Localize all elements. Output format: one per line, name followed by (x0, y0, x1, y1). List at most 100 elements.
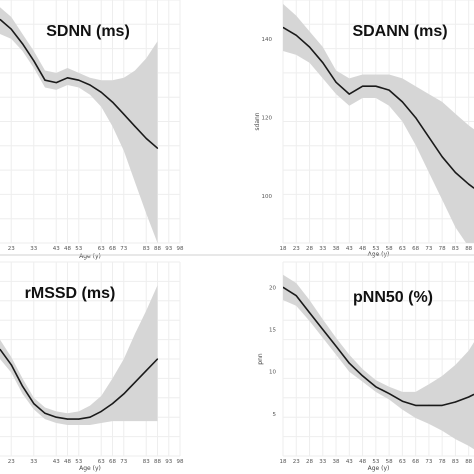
x-tick-label: 63 (98, 246, 105, 252)
x-tick-label: 78 (439, 246, 446, 252)
data-point (468, 396, 470, 398)
data-point (415, 404, 417, 406)
chart-title: pNN50 (%) (353, 289, 433, 306)
confidence-band (0, 285, 158, 425)
data-point (308, 312, 311, 314)
x-tick-label: 48 (64, 246, 71, 252)
data-point (78, 418, 80, 420)
x-axis-label: Age (y) (368, 465, 390, 472)
data-point (454, 171, 457, 174)
x-axis-label: Age (y) (79, 253, 101, 260)
data-point (123, 113, 125, 115)
x-tick-label: 93 (165, 459, 172, 465)
x-tick-label: 83 (143, 459, 150, 465)
y-axis-label: pnn (257, 353, 264, 365)
x-tick-label: 43 (346, 459, 353, 465)
data-point (401, 400, 403, 402)
x-tick-label: 53 (75, 246, 82, 252)
x-tick-label: 88 (154, 459, 161, 465)
data-point (10, 28, 12, 30)
x-tick-label: 48 (359, 246, 366, 252)
x-tick-label: 23 (293, 246, 300, 252)
panel-sdnn: 23 33 43 48 53 63 68 73 83 88 93 98 Age (y) SDNN (ms) (0, 0, 184, 260)
chart-title: rMSSD (ms) (25, 285, 116, 302)
x-tick-label: 98 (177, 246, 184, 252)
data-point (10, 364, 12, 366)
x-tick-label: 38 (333, 246, 340, 252)
data-point (33, 60, 35, 62)
y-tick-label: 140 (262, 37, 273, 43)
x-tick-label: 23 (293, 459, 300, 465)
x-tick-label: 43 (53, 246, 60, 252)
x-tick-label: 28 (306, 459, 313, 465)
data-point (361, 85, 364, 87)
x-tick-label: 53 (75, 459, 82, 465)
x-tick-label: 43 (53, 459, 60, 465)
data-point (100, 91, 102, 93)
x-tick-label: 58 (386, 246, 393, 252)
data-point (295, 295, 297, 297)
gridlines (0, 0, 181, 244)
data-point (283, 286, 284, 288)
x-tick-label: 88 (154, 246, 161, 252)
x-tick-label: 18 (280, 246, 287, 252)
data-point (348, 93, 350, 95)
x-tick-label: 68 (109, 246, 116, 252)
x-tick-label: 63 (399, 459, 406, 465)
fit-line (283, 26, 474, 189)
x-tick-label: 33 (30, 459, 37, 465)
data-point (66, 418, 69, 420)
data-point (322, 62, 324, 64)
x-tick-label: 58 (386, 459, 393, 465)
x-tick-label: 53 (372, 459, 379, 465)
data-point (21, 43, 24, 45)
x-tick-label: 63 (98, 459, 105, 465)
x-tick-label: 18 (280, 459, 287, 465)
fit-line (283, 286, 474, 407)
y-axis-label: sdann (254, 112, 261, 130)
x-tick-label: 48 (64, 459, 71, 465)
x-tick-label: 88 (465, 459, 472, 465)
panel-pnn50: 18 23 28 33 38 43 48 53 58 63 68 73 78 83 88 5 10 15 20 Age… (257, 261, 474, 472)
x-tick-label: 83 (452, 246, 459, 252)
y-tick-label: 10 (269, 370, 276, 376)
data-point (0, 348, 1, 350)
panel-sdann: 182328333843485358636873788388100120140A… (254, 0, 474, 258)
data-point (454, 401, 457, 403)
x-tick-label: 98 (177, 459, 184, 465)
y-tick-label: 15 (269, 327, 276, 333)
data-point (123, 393, 125, 395)
data-point (21, 385, 24, 387)
data-point (66, 77, 69, 79)
y-tick-label: 5 (273, 412, 277, 418)
data-point (78, 79, 80, 81)
x-tick-label: 28 (306, 246, 313, 252)
data-point (156, 358, 159, 360)
chart-title: SDANN (ms) (352, 23, 447, 40)
data-point (401, 101, 403, 103)
x-tick-label: 73 (425, 246, 432, 252)
x-tick-label: 88 (465, 246, 472, 252)
panel-rmssd: 23 33 43 48 53 63 68 73 83 88 93 98 Age (y) rMSSD (ms… (0, 261, 184, 472)
data-point (44, 79, 46, 81)
data-point (468, 183, 470, 185)
x-tick-label: 63 (399, 246, 406, 252)
data-point (295, 34, 297, 36)
x-tick-label: 68 (412, 246, 419, 252)
data-point (335, 345, 337, 347)
x-tick-label: 73 (120, 246, 127, 252)
data-point (441, 156, 443, 158)
data-point (322, 328, 324, 331)
data-point (428, 136, 430, 138)
data-point (134, 125, 136, 127)
data-point (156, 147, 159, 149)
y-tick-label: 120 (262, 116, 273, 122)
x-tick-label: 33 (319, 459, 326, 465)
confidence-band (0, 7, 158, 243)
x-tick-label: 23 (8, 459, 15, 465)
x-tick-label: 68 (412, 459, 419, 465)
x-tick-label: 73 (120, 459, 127, 465)
x-tick-label: 73 (425, 459, 432, 465)
x-tick-label: 43 (346, 246, 353, 252)
data-point (388, 392, 390, 395)
